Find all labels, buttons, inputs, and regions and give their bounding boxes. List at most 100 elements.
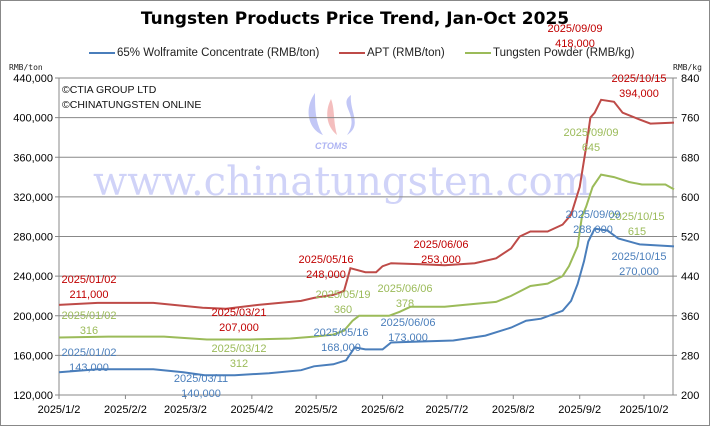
data-label-value: 270,000: [619, 266, 659, 278]
left-tick-label: 400,000: [13, 113, 53, 125]
right-tick-label: 360: [681, 311, 699, 323]
data-label-value: 288,000: [573, 224, 613, 236]
data-label: 2025/09/09 645: [563, 127, 618, 155]
data-label-value: 378: [395, 298, 415, 310]
data-label-date: 2025/10/15: [609, 211, 665, 223]
data-label-date: 2025/09/09: [547, 23, 603, 35]
data-label: 2025/01/02 143,000: [61, 347, 116, 375]
data-label-date: 2025/03/21: [211, 307, 267, 319]
x-tick-label: 2025/8/2: [492, 404, 535, 416]
data-label-date: 2025/01/02: [61, 274, 117, 286]
data-label: 2025/06/06 173,000: [380, 317, 435, 345]
left-tick-label: 160,000: [13, 350, 53, 362]
legend-item-wolframite: 65% Wolframite Concentrate (RMB/ton): [89, 47, 319, 59]
copyright-line: ©CHINATUNGSTEN ONLINE: [62, 99, 202, 111]
data-label: 2025/01/02 316: [61, 310, 116, 338]
legend-swatch: [89, 51, 115, 54]
x-tick-label: 2025/9/2: [558, 404, 601, 416]
right-tick-label: 440: [681, 271, 699, 283]
x-tick-label: 2025/4/2: [230, 404, 273, 416]
data-label-value: 316: [79, 325, 99, 337]
data-label-value: 312: [229, 358, 249, 370]
data-label-date: 2025/05/16: [313, 327, 369, 339]
data-label-value: 418,000: [555, 38, 595, 50]
data-label-value: 211,000: [69, 289, 109, 301]
right-tick-label: 760: [681, 113, 699, 125]
right-tick-label: 680: [681, 152, 699, 164]
data-label-value: 143,000: [69, 362, 109, 374]
data-label: 2025/10/15 615: [609, 211, 664, 239]
series-line-wolframite: [58, 227, 675, 377]
legend-label: 65% Wolframite Concentrate (RMB/ton): [117, 47, 320, 59]
right-axis-unit: RMB/kg: [673, 63, 702, 72]
right-tick-label: 200: [681, 390, 699, 402]
svg-text:CTOMS: CTOMS: [315, 141, 347, 151]
data-label: 2025/05/19 360: [315, 289, 370, 317]
data-label-date: 2025/09/09: [563, 127, 619, 139]
left-tick-label: 320,000: [13, 192, 53, 204]
left-tick-label: 360,000: [13, 152, 53, 164]
x-tick-label: 2025/10/2: [620, 404, 669, 416]
x-tick-label: 2025/2/2: [104, 404, 147, 416]
data-label-value: 173,000: [388, 332, 428, 344]
data-label: 2025/10/15 394,000: [611, 73, 666, 101]
x-tick-label: 2025/6/2: [361, 404, 404, 416]
series-line-apt: [58, 98, 675, 310]
left-tick-label: 440,000: [13, 73, 53, 85]
data-label-date: 2025/06/06: [380, 317, 436, 329]
right-tick-label: 280: [681, 350, 699, 362]
data-label-date: 2025/03/11: [173, 373, 229, 385]
data-label-date: 2025/03/12: [211, 343, 267, 355]
data-label-value: 645: [581, 142, 601, 154]
data-label-value: 248,000: [306, 269, 346, 281]
data-label-value: 207,000: [219, 322, 259, 334]
x-tick-label: 2025/1/2: [38, 404, 81, 416]
data-label: 2025/06/06 253,000: [413, 239, 468, 267]
legend-label: Tungsten Powder (RMB/kg): [493, 47, 635, 59]
right-tick-label: 600: [681, 192, 699, 204]
data-label-date: 2025/06/06: [377, 283, 433, 295]
data-label-value: 253,000: [421, 254, 461, 266]
data-label: 2025/06/06 378: [377, 283, 432, 311]
data-label-value: 360: [333, 304, 353, 316]
x-tick-label: 2025/5/2: [295, 404, 338, 416]
chart-title: Tungsten Products Price Trend, Jan-Oct 2…: [140, 9, 570, 29]
data-label: 2025/03/21 207,000: [211, 307, 266, 335]
left-tick-label: 280,000: [13, 232, 53, 244]
left-tick-label: 120,000: [13, 390, 53, 402]
data-label-value: 168,000: [321, 342, 361, 354]
ctoms-logo: CTOMS: [308, 93, 355, 151]
legend-item-powder: Tungsten Powder (RMB/kg): [465, 47, 634, 59]
data-label-date: 2025/01/02: [61, 347, 117, 359]
data-label: 2025/03/12 312: [211, 343, 266, 371]
data-label-date: 2025/10/15: [611, 73, 667, 85]
x-tick-label: 2025/3/2: [164, 404, 207, 416]
data-label-date: 2025/01/02: [61, 310, 117, 322]
data-label: 2025/05/16 168,000: [313, 327, 368, 355]
left-tick-label: 200,000: [13, 311, 53, 323]
data-label-date: 2025/05/16: [298, 254, 354, 266]
legend-item-apt: APT (RMB/ton): [339, 47, 445, 59]
legend-label: APT (RMB/ton): [367, 47, 445, 59]
data-label-date: 2025/06/06: [413, 239, 469, 251]
right-tick-label: 840: [681, 73, 699, 85]
data-label-value: 615: [627, 226, 647, 238]
x-tick-label: 2025/7/2: [425, 404, 468, 416]
data-label: 2025/03/11 140,000: [174, 373, 228, 401]
data-label-value: 140,000: [181, 388, 221, 400]
data-label: 2025/10/15 270,000: [611, 251, 666, 279]
data-label-date: 2025/09/09: [565, 209, 621, 221]
right-tick-label: 520: [681, 232, 699, 244]
data-label: 2025/05/16 248,000: [298, 254, 353, 282]
data-label-value: 394,000: [619, 88, 659, 100]
left-tick-label: 240,000: [13, 271, 53, 283]
data-label: 2025/09/09 418,000: [547, 23, 602, 51]
data-label: 2025/01/02 211,000: [61, 274, 116, 302]
data-label-date: 2025/05/19: [315, 289, 371, 301]
legend-swatch: [465, 51, 491, 54]
data-label: 2025/09/09 288,000: [565, 209, 620, 237]
copyright-line: ©CTIA GROUP LTD: [62, 84, 157, 96]
data-label-date: 2025/10/15: [611, 251, 667, 263]
